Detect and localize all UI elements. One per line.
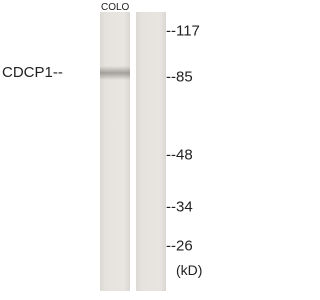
protein-label: CDCP1-- xyxy=(2,64,63,81)
lane xyxy=(100,12,130,291)
marker-label: --34 xyxy=(166,198,193,216)
marker-label: --85 xyxy=(166,68,193,86)
lane xyxy=(136,12,166,291)
unit-label: (kD) xyxy=(176,262,203,278)
blot-figure: COLO CDCP1-- --117 --85 --48 --34 --26 (kD) xyxy=(2,2,203,291)
marker-label: --48 xyxy=(166,146,193,164)
marker-label: --117 xyxy=(166,22,200,40)
band xyxy=(100,66,130,80)
lane-label: COLO xyxy=(101,2,130,13)
marker-label: --26 xyxy=(166,237,193,255)
